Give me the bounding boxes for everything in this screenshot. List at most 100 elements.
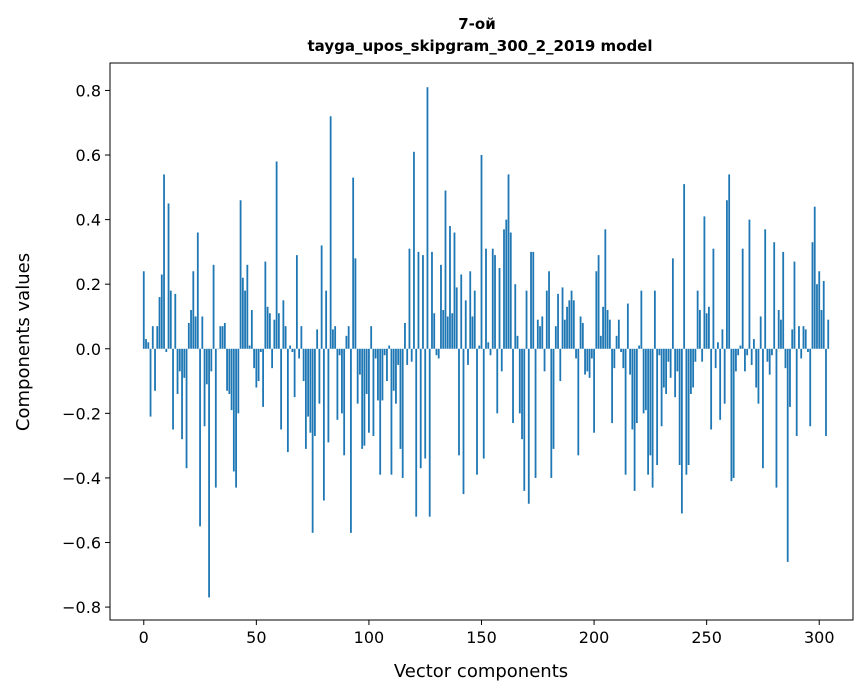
- bar: [825, 348, 827, 436]
- bar: [377, 348, 379, 401]
- bar: [433, 313, 436, 349]
- bar: [187, 322, 190, 349]
- bar: [388, 345, 391, 349]
- bar: [343, 348, 346, 456]
- bar: [277, 313, 280, 349]
- bar: [577, 348, 580, 456]
- bar: [782, 251, 785, 349]
- bar: [717, 342, 719, 349]
- bar: [552, 348, 555, 449]
- bar: [640, 290, 643, 349]
- bar: [354, 258, 357, 349]
- bar: [379, 348, 382, 475]
- bar: [813, 206, 816, 349]
- bar: [638, 345, 641, 349]
- bar: [667, 348, 670, 362]
- x-tick-label: 200: [579, 628, 610, 647]
- y-tick-label: 0.2: [76, 275, 101, 294]
- bar: [172, 348, 174, 430]
- bar: [489, 348, 492, 356]
- y-tick-label: −0.4: [62, 469, 101, 488]
- bar: [147, 342, 150, 349]
- bar: [185, 348, 188, 469]
- bar: [773, 242, 776, 349]
- bar: [406, 348, 409, 365]
- bar: [295, 255, 298, 349]
- bar: [525, 290, 528, 349]
- y-tick-label: 0.8: [76, 81, 101, 100]
- bar: [750, 348, 753, 365]
- bar: [338, 348, 341, 356]
- bar: [302, 348, 305, 382]
- bar: [595, 271, 598, 349]
- bar: [505, 219, 508, 349]
- bar: [766, 348, 769, 362]
- bar: [413, 151, 415, 349]
- bar: [820, 310, 823, 349]
- bar: [455, 287, 458, 349]
- bar: [721, 329, 724, 349]
- bar: [176, 348, 179, 394]
- bar: [370, 326, 373, 349]
- bar: [692, 348, 695, 388]
- bar: [539, 326, 541, 349]
- bar: [372, 348, 375, 436]
- bar: [437, 348, 440, 359]
- y-tick-label: 0.0: [76, 340, 101, 359]
- bar: [160, 274, 163, 349]
- bar: [244, 290, 246, 349]
- bar: [284, 326, 287, 349]
- bar: [536, 319, 539, 349]
- bar: [390, 348, 393, 475]
- bar: [710, 348, 713, 430]
- bar: [392, 348, 395, 391]
- bar: [644, 348, 647, 411]
- bar: [397, 348, 400, 365]
- bar: [629, 348, 631, 375]
- bar: [485, 248, 487, 349]
- bar: [588, 348, 591, 378]
- bar: [615, 335, 618, 349]
- bar: [568, 300, 571, 349]
- bar: [453, 232, 456, 349]
- bar: [142, 271, 145, 349]
- bar: [313, 348, 316, 436]
- bar: [194, 316, 197, 349]
- bar: [543, 348, 546, 372]
- x-tick-label: 300: [804, 628, 835, 647]
- bar: [210, 348, 213, 372]
- bar: [602, 306, 604, 349]
- bar: [266, 306, 269, 349]
- bar: [257, 348, 260, 382]
- bar: [500, 348, 503, 372]
- bar: [608, 319, 611, 349]
- x-tick-label: 50: [246, 628, 266, 647]
- bar: [798, 326, 800, 349]
- bar: [151, 326, 154, 349]
- bar: [476, 348, 478, 475]
- bar: [341, 348, 343, 414]
- bar: [356, 348, 359, 404]
- bar: [818, 271, 821, 349]
- bar: [620, 348, 622, 352]
- bar: [759, 316, 762, 349]
- bar: [757, 348, 760, 404]
- bar: [487, 342, 490, 349]
- bar: [735, 348, 737, 372]
- bar: [795, 348, 798, 436]
- bar: [291, 348, 294, 352]
- bar: [336, 348, 339, 420]
- bar: [514, 284, 517, 349]
- x-tick-label: 100: [354, 628, 385, 647]
- bar: [674, 348, 677, 398]
- bar: [327, 348, 330, 443]
- bar: [410, 348, 413, 362]
- bar: [669, 348, 672, 378]
- bar: [154, 348, 156, 391]
- bar: [325, 290, 328, 349]
- bar: [192, 271, 195, 349]
- bar: [822, 280, 825, 349]
- bar: [253, 348, 255, 369]
- bar: [374, 348, 377, 359]
- bar: [363, 348, 366, 446]
